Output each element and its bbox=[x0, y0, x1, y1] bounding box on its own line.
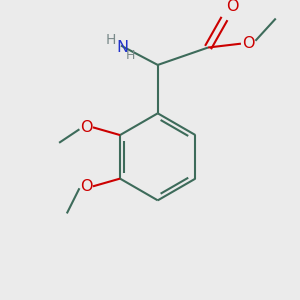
Text: O: O bbox=[80, 120, 92, 135]
Text: H: H bbox=[106, 33, 116, 47]
Text: H: H bbox=[126, 49, 135, 62]
Text: O: O bbox=[226, 0, 239, 14]
Text: O: O bbox=[242, 36, 255, 51]
Text: N: N bbox=[117, 40, 129, 55]
Text: O: O bbox=[80, 179, 92, 194]
